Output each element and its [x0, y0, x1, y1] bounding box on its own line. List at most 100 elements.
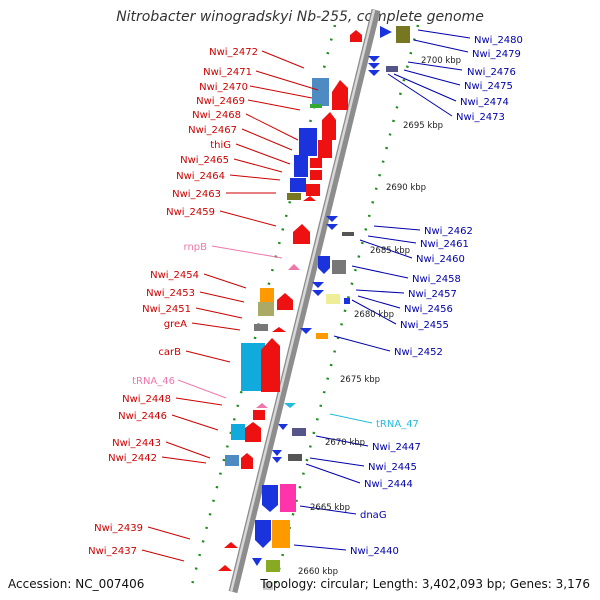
rna-block[interactable] — [288, 264, 300, 270]
gene-label[interactable]: Nwi_2444 — [364, 479, 413, 490]
gene-block[interactable] — [262, 485, 278, 512]
gene-block[interactable] — [326, 216, 338, 222]
gene-label[interactable]: Nwi_2452 — [394, 347, 443, 358]
gene-label[interactable]: greA — [164, 319, 187, 330]
gene-label[interactable]: Nwi_2469 — [196, 96, 245, 107]
gene-block[interactable] — [396, 26, 410, 43]
gene-label[interactable]: Nwi_2440 — [350, 546, 399, 557]
gene-block[interactable] — [312, 290, 324, 296]
gene-label[interactable]: Nwi_2468 — [192, 110, 241, 121]
gene-block[interactable] — [218, 565, 232, 571]
gene-label[interactable]: Nwi_2461 — [420, 239, 469, 250]
gene-block[interactable] — [293, 224, 310, 244]
gene-label[interactable]: Nwi_2447 — [372, 442, 421, 453]
gene-block[interactable] — [266, 560, 280, 572]
gene-label[interactable]: Nwi_2476 — [467, 67, 516, 78]
gene-label[interactable]: Nwi_2464 — [176, 171, 225, 182]
gene-label[interactable]: Nwi_2462 — [424, 226, 473, 237]
gene-block[interactable] — [245, 422, 261, 442]
gene-block[interactable] — [318, 140, 332, 158]
rna-block[interactable] — [284, 403, 296, 408]
gene-label[interactable]: dnaG — [360, 510, 387, 521]
gene-block[interactable] — [368, 56, 380, 62]
gene-label[interactable]: Nwi_2443 — [112, 438, 161, 449]
gene-block[interactable] — [280, 484, 296, 512]
gene-block[interactable] — [253, 410, 265, 420]
gene-block[interactable] — [368, 63, 380, 69]
gene-label[interactable]: Nwi_2460 — [416, 254, 465, 265]
gene-block[interactable] — [380, 26, 392, 38]
gene-block[interactable] — [332, 260, 346, 274]
gene-label[interactable]: Nwi_2437 — [88, 546, 137, 557]
gene-block[interactable] — [272, 327, 286, 332]
gene-block[interactable] — [263, 582, 273, 590]
gene-label[interactable]: Nwi_2454 — [150, 270, 199, 281]
rna-block[interactable] — [256, 403, 268, 408]
gene-block[interactable] — [255, 520, 271, 548]
gene-block[interactable] — [326, 294, 340, 304]
gene-label[interactable]: Nwi_2442 — [108, 453, 157, 464]
gene-block[interactable] — [272, 450, 282, 456]
gene-block[interactable] — [350, 30, 362, 42]
gene-block[interactable] — [254, 324, 268, 331]
gene-block[interactable] — [258, 302, 274, 316]
gene-label[interactable]: Nwi_2480 — [474, 35, 523, 46]
gene-label[interactable]: Nwi_2470 — [199, 82, 248, 93]
gene-label[interactable]: Nwi_2472 — [209, 47, 258, 58]
gene-block[interactable] — [272, 520, 290, 548]
gene-block[interactable] — [231, 424, 245, 440]
rna-label[interactable]: tRNA_46 — [132, 376, 175, 387]
gene-label[interactable]: Nwi_2451 — [142, 304, 191, 315]
gene-label[interactable]: Nwi_2439 — [94, 523, 143, 534]
gene-block[interactable] — [225, 455, 239, 466]
gene-block[interactable] — [312, 282, 324, 288]
gene-block[interactable] — [332, 80, 348, 110]
gene-label[interactable]: Nwi_2455 — [400, 320, 449, 331]
gene-block[interactable] — [278, 424, 288, 430]
gene-label[interactable]: Nwi_2471 — [203, 67, 252, 78]
gene-block[interactable] — [310, 158, 322, 168]
gene-block[interactable] — [306, 184, 320, 196]
gene-label[interactable]: Nwi_2448 — [122, 394, 171, 405]
gene-block[interactable] — [312, 78, 329, 106]
gene-block[interactable] — [294, 155, 308, 177]
gene-block[interactable] — [288, 454, 302, 461]
rna-label[interactable]: tRNA_47 — [376, 419, 419, 430]
gene-block[interactable] — [299, 128, 317, 156]
gene-block[interactable] — [290, 178, 306, 192]
gene-label[interactable]: Nwi_2458 — [412, 274, 461, 285]
gene-label[interactable]: Nwi_2459 — [166, 207, 215, 218]
gene-block[interactable] — [300, 328, 312, 334]
gene-block[interactable] — [386, 66, 398, 72]
gene-block[interactable] — [241, 453, 253, 469]
gene-block[interactable] — [342, 232, 354, 236]
gene-label[interactable]: Nwi_2457 — [408, 289, 457, 300]
gene-label[interactable]: Nwi_2473 — [456, 112, 505, 123]
gene-label[interactable]: Nwi_2479 — [472, 49, 521, 60]
gene-block[interactable] — [368, 70, 380, 76]
gene-block[interactable] — [277, 293, 293, 310]
gene-block[interactable] — [252, 558, 262, 566]
gene-label[interactable]: Nwi_2445 — [368, 462, 417, 473]
gene-label[interactable]: Nwi_2463 — [172, 189, 221, 200]
gene-label[interactable]: Nwi_2453 — [146, 288, 195, 299]
gene-label[interactable]: thiG — [210, 140, 231, 151]
gene-block[interactable] — [316, 333, 328, 339]
gene-label[interactable]: Nwi_2467 — [188, 125, 237, 136]
gene-block[interactable] — [260, 288, 274, 302]
gene-block[interactable] — [318, 256, 330, 274]
gene-label[interactable]: carB — [158, 347, 181, 358]
gene-block[interactable] — [310, 170, 322, 180]
gene-block[interactable] — [261, 338, 280, 392]
gene-label[interactable]: Nwi_2474 — [460, 97, 509, 108]
gene-block[interactable] — [326, 224, 338, 230]
gene-block[interactable] — [224, 542, 238, 548]
gene-block[interactable] — [303, 196, 316, 201]
gene-block[interactable] — [322, 112, 336, 140]
gene-block[interactable] — [292, 428, 306, 436]
rna-label[interactable]: rnpB — [184, 242, 208, 253]
gene-label[interactable]: Nwi_2446 — [118, 411, 167, 422]
gene-label[interactable]: Nwi_2475 — [464, 81, 513, 92]
gene-block[interactable] — [272, 457, 282, 463]
gene-label[interactable]: Nwi_2465 — [180, 155, 229, 166]
